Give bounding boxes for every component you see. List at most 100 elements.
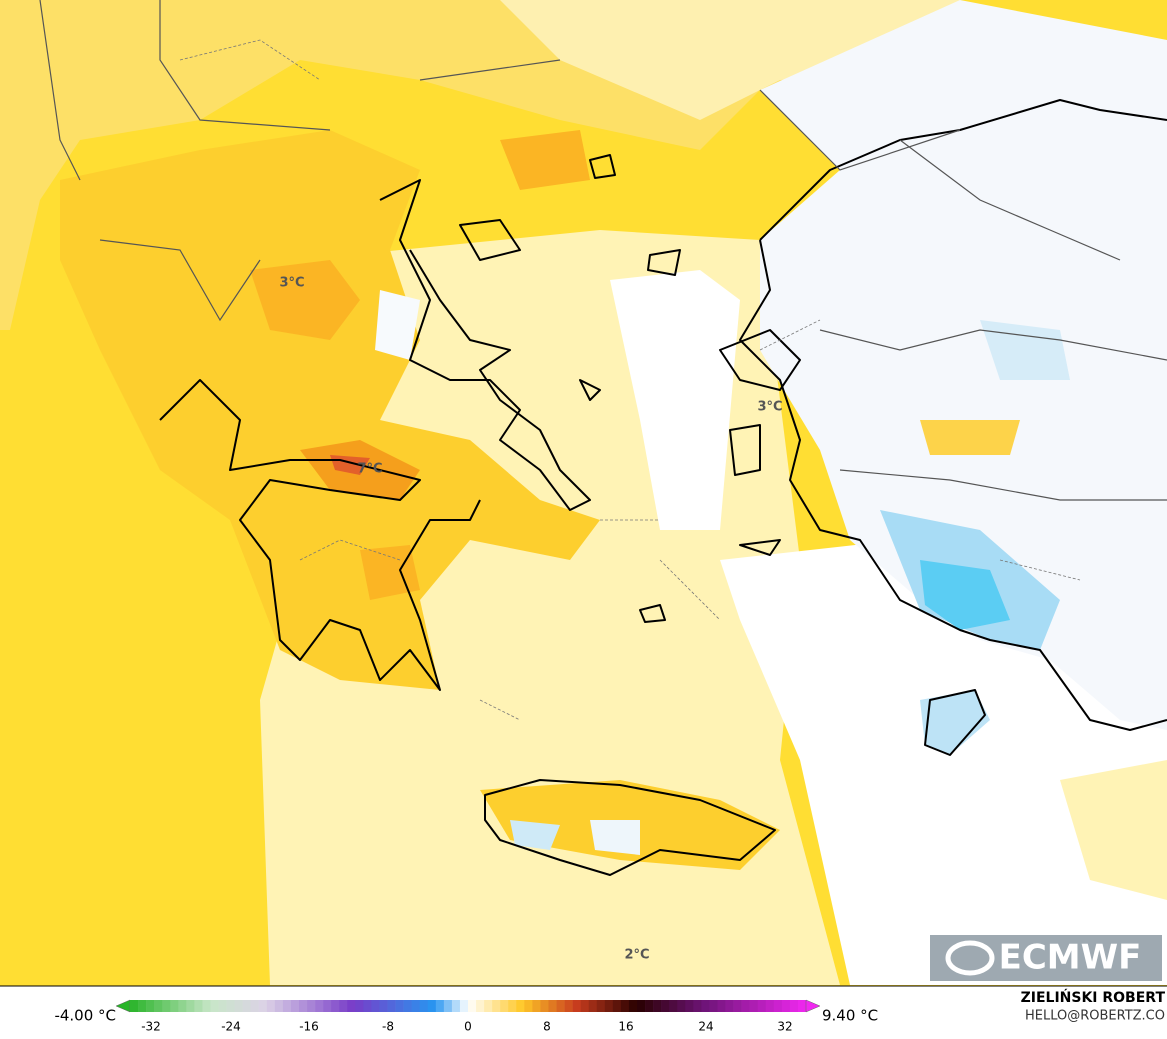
colorbar-cell (435, 1000, 445, 1012)
colorbar-cell (258, 1000, 268, 1012)
colorbar-cell (620, 1000, 630, 1012)
colorbar-end (805, 999, 821, 1013)
colorbar-cell (154, 1000, 163, 1012)
colorbar-cell (653, 1000, 662, 1012)
colorbar-cell (363, 1000, 372, 1012)
anatolia (760, 0, 1167, 730)
colorbar-cell (773, 1000, 783, 1012)
colorbar-cell (451, 1000, 461, 1012)
map-label: 7°C (357, 462, 382, 477)
coastline (159, 179, 591, 691)
colorbar-cell (347, 1000, 356, 1012)
colorbar-tick-label: 32 (777, 1020, 792, 1034)
colorbar-cell (556, 1000, 565, 1012)
logo: ECMWF (930, 935, 1162, 981)
colorbar-cell (210, 1000, 219, 1012)
colorbar-cell (234, 1000, 243, 1012)
colorbar-cell (604, 1000, 614, 1012)
map-label: 2°C (624, 948, 649, 963)
sea-pale (1060, 760, 1167, 900)
sea-white (610, 270, 740, 530)
colorbar-cell (500, 1000, 509, 1012)
colorbar-cell (733, 1000, 742, 1012)
colorbar-cell (596, 1000, 606, 1012)
map: 3°C 7°C 3°C 2°C ECMWF (0, 0, 1167, 986)
colorbar-cell (331, 1000, 340, 1012)
colorbar-cell (540, 1000, 549, 1012)
colorbar-cell (299, 1000, 308, 1012)
colorbar: -32 -24 -16 -8 0 8 16 24 32 (115, 999, 821, 1034)
colorbar-cell (508, 1000, 517, 1012)
colorbar-cell (564, 1000, 573, 1012)
borders (39, 0, 1167, 501)
colorbar-cell (242, 1000, 252, 1012)
colorbar-cell (645, 1000, 654, 1012)
warm-patch (360, 545, 420, 600)
colorbar-cell (266, 1000, 276, 1012)
islands (459, 154, 801, 623)
colorbar-cell (290, 1000, 300, 1012)
colorbar-cell (459, 1000, 469, 1012)
colorbar-cell (323, 1000, 332, 1012)
colorbar-cell (218, 1000, 227, 1012)
colorbar-cell (146, 1000, 155, 1012)
colorbar-cell (170, 1000, 179, 1012)
colorbar-tick-label: -8 (382, 1020, 394, 1034)
colorbar-cell (669, 1000, 678, 1012)
crete-coast (484, 779, 776, 876)
colorbar-cell (178, 1000, 187, 1012)
colorbar-cell (693, 1000, 702, 1012)
cold-patch (920, 560, 1010, 630)
colorbar-tick-label: 8 (543, 1020, 551, 1034)
colorbar-cell (757, 1000, 767, 1012)
colorbar-cell (130, 1000, 139, 1012)
colorbar-cell (379, 1000, 388, 1012)
colorbar-cell (661, 1000, 670, 1012)
colorbar-cell (202, 1000, 211, 1012)
colorbar-tick-label: -24 (221, 1020, 241, 1034)
logo-text: ECMWF (999, 938, 1142, 978)
colorbar-cell (371, 1000, 380, 1012)
colorbar-cell (419, 1000, 429, 1012)
colorbar-cell (411, 1000, 421, 1012)
warm-patch (500, 130, 590, 190)
colorbar-cell (484, 1000, 493, 1012)
cold-patch (375, 290, 420, 360)
map-label: 3°C (279, 276, 304, 291)
balkans-pale (500, 0, 960, 120)
colorbar-cell (516, 1000, 525, 1012)
colorbar-cell (194, 1000, 203, 1012)
colorbar-cell (789, 1000, 799, 1012)
colorbar-cell (524, 1000, 533, 1012)
colorbar-cell (427, 1000, 437, 1012)
colorbar-cell (701, 1000, 710, 1012)
colorbar-cell (532, 1000, 541, 1012)
colorbar-cell (580, 1000, 590, 1012)
colorbar-cell (274, 1000, 284, 1012)
colorbar-cell (468, 1000, 477, 1012)
greece (60, 130, 600, 690)
logo-icon (945, 940, 995, 976)
colorbar-cell (588, 1000, 598, 1012)
colorbar-cell (282, 1000, 292, 1012)
colorbar-cell (717, 1000, 726, 1012)
colorbar-cell (628, 1000, 638, 1012)
cold-patch (980, 320, 1070, 380)
colorbar-cell (226, 1000, 235, 1012)
warm-patch (920, 420, 1020, 455)
colorbar-cell (725, 1000, 734, 1012)
colorbar-cell (162, 1000, 171, 1012)
credit-name: ZIELIŃSKI ROBERT (1021, 988, 1166, 1006)
rhodes (920, 690, 990, 755)
credit-contact: HELLO@ROBERTZ.CO (1025, 1009, 1165, 1024)
legend-max: 9.40 °C (822, 1007, 878, 1025)
warm-patch (250, 260, 360, 340)
colorbar-cell (250, 1000, 260, 1012)
colorbar-tick-label: 24 (698, 1020, 713, 1034)
rhodes-coast (924, 689, 986, 756)
contours (179, 39, 1081, 721)
colorbar-cell (355, 1000, 364, 1012)
colorbar-tick-label: 0 (464, 1020, 472, 1034)
colorbar-cell (443, 1000, 453, 1012)
